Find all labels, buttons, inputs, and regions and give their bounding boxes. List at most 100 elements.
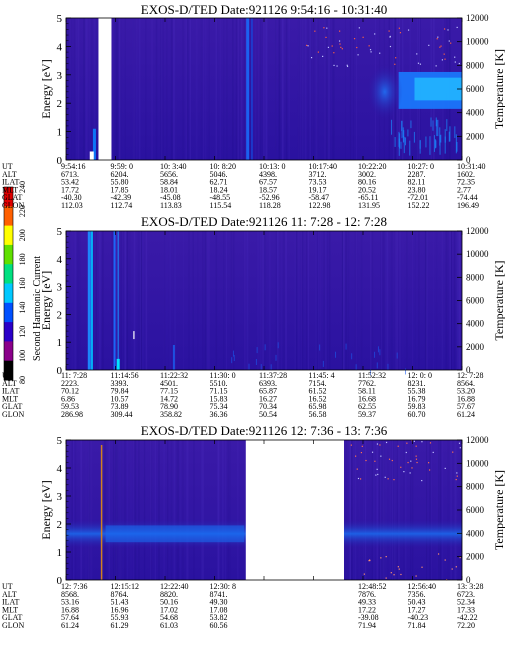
speckle <box>435 65 437 67</box>
speckle <box>456 26 458 29</box>
ephemeris-value: 16.27 <box>259 394 277 403</box>
texture-streak <box>141 231 143 370</box>
texture-streak <box>325 231 328 370</box>
ephemeris-row-label: ILAT <box>2 598 19 607</box>
ephemeris-value: 16.88 <box>457 394 475 403</box>
texture-streak <box>115 440 118 580</box>
texture-streak <box>176 440 178 580</box>
ephemeris-value: 80.16 <box>358 178 376 187</box>
texture-streak <box>237 18 240 160</box>
intensity-streak <box>113 231 116 370</box>
speckle <box>359 478 362 480</box>
intensity-streak <box>322 360 324 367</box>
texture-streak <box>316 231 319 370</box>
speckle <box>346 64 348 66</box>
texture-streak <box>205 18 207 160</box>
energy-band-core <box>105 525 245 543</box>
texture-streak <box>180 440 181 580</box>
colorbar-segment <box>4 264 13 284</box>
colorbar-tick-label: 160 <box>18 278 27 290</box>
texture-streak <box>73 231 75 370</box>
speckle <box>379 444 381 446</box>
texture-streak <box>414 231 416 370</box>
texture-streak <box>200 440 203 580</box>
ephemeris-value: 16.68 <box>358 394 376 403</box>
ephemeris-row-label: GLAT <box>2 402 23 411</box>
ephemeris-value: 23.80 <box>408 185 426 194</box>
ephemeris-value: 71.94 <box>358 621 376 630</box>
ephemeris-value: 10:17:40 <box>309 162 337 171</box>
texture-streak <box>197 231 199 370</box>
y2-tick-label: 12000 <box>466 435 489 445</box>
texture-streak <box>383 440 385 580</box>
ephemeris-value: 8568. <box>61 590 79 599</box>
texture-streak <box>424 231 426 370</box>
ephemeris-row-label: GLON <box>2 410 24 419</box>
texture-streak <box>307 231 309 370</box>
speckle <box>361 445 363 447</box>
texture-streak <box>446 231 449 370</box>
intensity-tail <box>391 119 393 135</box>
ephemeris-value: 49.30 <box>210 598 228 607</box>
texture-streak <box>88 440 91 580</box>
ephemeris-value: 10:27: 0 <box>408 162 434 171</box>
y2-tick-label: 6000 <box>466 84 485 94</box>
texture-streak <box>73 18 76 160</box>
texture-streak <box>384 231 386 370</box>
ephemeris-value: 3712. <box>309 170 327 179</box>
intensity-streak <box>260 364 262 371</box>
texture-streak <box>299 18 301 160</box>
texture-streak <box>389 440 391 580</box>
texture-streak <box>237 440 239 580</box>
ephemeris-value: 65.87 <box>259 387 277 396</box>
texture-streak <box>354 231 357 370</box>
texture-streak <box>235 18 238 160</box>
colorbar-segment <box>4 322 13 342</box>
texture-streak <box>406 231 408 370</box>
panel-title: EXOS-D/TED Date:921126 12: 7:36 - 13: 7:… <box>141 423 388 438</box>
texture-streak <box>325 231 328 370</box>
texture-streak <box>282 18 284 160</box>
speckle <box>326 27 328 29</box>
ephemeris-value: 11:37:28 <box>259 371 287 380</box>
speckle <box>456 475 458 477</box>
texture-streak <box>140 231 143 370</box>
speckle <box>407 29 410 31</box>
texture-streak <box>380 231 382 370</box>
texture-streak <box>327 18 329 160</box>
ephemeris-value: 12:15:12 <box>111 582 139 591</box>
speckle <box>455 566 457 568</box>
panel-title: EXOS-D/TED Date:921126 9:54:16 - 10:31:4… <box>141 2 388 17</box>
texture-streak <box>215 231 218 370</box>
texture-streak <box>115 18 118 160</box>
texture-streak <box>67 18 70 160</box>
ephemeris-value: 51.43 <box>111 598 129 607</box>
ephemeris-value: 20.52 <box>358 185 376 194</box>
texture-streak <box>454 231 456 370</box>
intensity-tail <box>401 120 403 132</box>
texture-streak <box>317 231 320 370</box>
texture-streak <box>344 18 346 160</box>
texture-streak <box>75 18 78 160</box>
ephemeris-value: 59.53 <box>61 402 79 411</box>
speckle <box>358 27 360 29</box>
texture-streak <box>441 231 444 370</box>
ephemeris-value: 3002. <box>358 170 376 179</box>
colorbar-label: Second Harmonic Current <box>32 256 43 361</box>
texture-streak <box>186 440 189 580</box>
ephemeris-value: 36.36 <box>210 410 228 419</box>
colorbar-tick-label: 200 <box>18 229 27 241</box>
ephemeris-value: 7356. <box>408 590 426 599</box>
intensity-tail <box>437 119 439 137</box>
texture-streak <box>115 440 117 580</box>
texture-streak <box>311 18 313 160</box>
ephemeris-value: 10: 3:40 <box>160 162 186 171</box>
texture-streak <box>71 440 73 580</box>
texture-streak <box>358 440 360 580</box>
ephemeris-value: -40.30 <box>61 193 82 202</box>
texture-streak <box>349 440 351 580</box>
ephemeris-value: 12: 7:36 <box>61 582 87 591</box>
ephemeris-value: 50.54 <box>259 410 277 419</box>
texture-streak <box>301 231 304 370</box>
texture-streak <box>230 231 233 370</box>
